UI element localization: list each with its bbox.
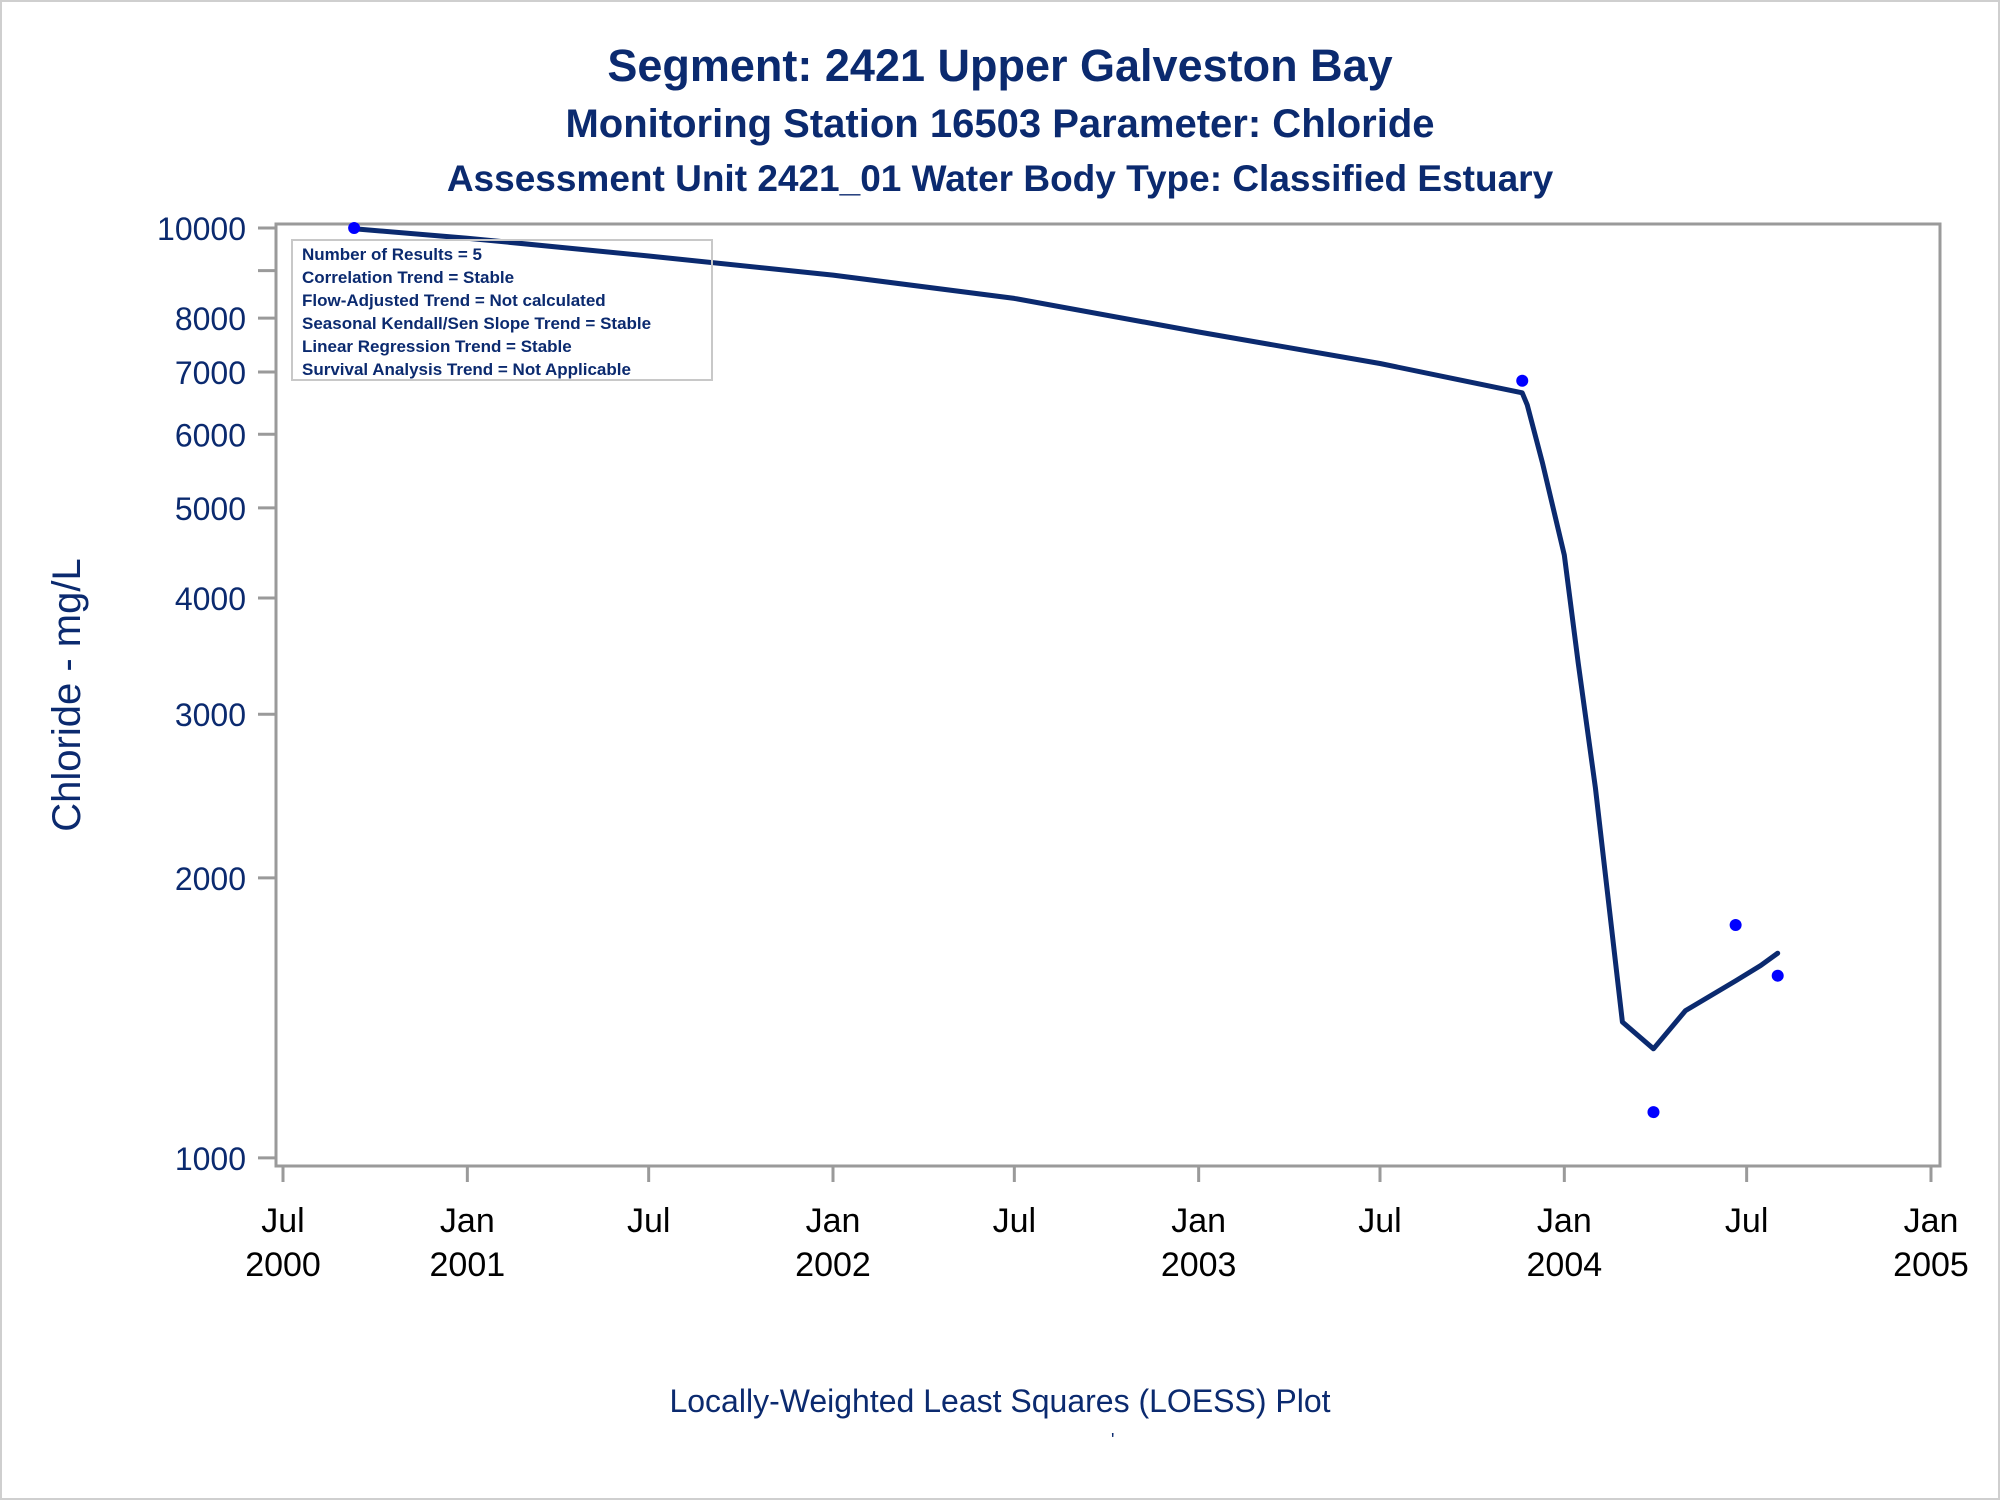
x-tick-label-month-3: Jan (806, 1202, 861, 1240)
data-point-4 (1771, 969, 1784, 982)
data-point-1 (1516, 374, 1529, 387)
x-tick-label-month-7: Jan (1537, 1202, 1592, 1240)
y-axis: 1000 2000 3000 4000 5000 6000 7000 8000 10000 (157, 211, 276, 1177)
x-tick-label-year-1: 2001 (430, 1246, 506, 1284)
y-tick-label-5000: 5000 (175, 491, 246, 527)
x-tick-label-month-5: Jan (1171, 1202, 1226, 1240)
plot-area (274, 222, 1942, 1168)
x-tick-label-year-3: 2002 (795, 1246, 871, 1284)
data-point-3 (1729, 918, 1742, 931)
data-point-0 (348, 222, 361, 235)
data-points (348, 222, 1784, 1119)
x-axis: Jul 2000 Jan 2001 Jul Jan 2002 Jul Jan 2003 Jul Jan… (245, 1166, 1969, 1284)
chart-subtitle-assessment: Assessment Unit 2421_01 Water Body Type:… (446, 158, 1554, 199)
loess-curve (351, 226, 1781, 1052)
y-axis-label: Chloride - mg/L (45, 558, 89, 831)
plot-footnote: Locally-Weighted Least Squares (LOESS) P… (669, 1383, 1331, 1419)
stats-line-3: Seasonal Kendall/Sen Slope Trend = Stabl… (302, 314, 651, 333)
stats-box-border (291, 239, 713, 381)
stats-line-2: Flow-Adjusted Trend = Not calculated (302, 291, 606, 310)
stats-line-1: Correlation Trend = Stable (302, 268, 514, 287)
x-tick-label-month-6: Jul (1358, 1202, 1401, 1240)
y-tick-label-6000: 6000 (175, 417, 246, 453)
stats-line-5: Survival Analysis Trend = Not Applicable (302, 360, 631, 379)
x-tick-label-month-4: Jul (993, 1202, 1036, 1240)
y-tick-label-2000: 2000 (175, 861, 246, 897)
chart-title: Segment: 2421 Upper Galveston Bay (607, 40, 1393, 91)
y-tick-label-4000: 4000 (175, 581, 246, 617)
footnote-mark: ' (1111, 1430, 1115, 1450)
trend-stats-box: Number of Results = 5 Correlation Trend =… (291, 239, 713, 381)
x-tick-label-month-2: Jul (627, 1202, 670, 1240)
x-tick-label-year-9: 2005 (1893, 1246, 1969, 1284)
y-tick-label-10000: 10000 (157, 211, 246, 247)
x-tick-label-month-0: Jul (261, 1202, 304, 1240)
y-tick-label-8000: 8000 (175, 301, 246, 337)
y-tick-label-7000: 7000 (175, 355, 246, 391)
x-tick-label-month-1: Jan (440, 1202, 495, 1240)
stats-line-4: Linear Regression Trend = Stable (302, 337, 572, 356)
x-tick-label-year-5: 2003 (1161, 1246, 1237, 1284)
data-point-2 (1647, 1106, 1660, 1119)
x-tick-label-year-7: 2004 (1527, 1246, 1603, 1284)
y-tick-label-3000: 3000 (175, 697, 246, 733)
x-tick-label-month-8: Jul (1725, 1202, 1768, 1240)
x-tick-label-month-9: Jan (1904, 1202, 1959, 1240)
x-tick-label-year-0: 2000 (245, 1246, 321, 1284)
chart-subtitle-station: Monitoring Station 16503 Parameter: Chlo… (565, 102, 1435, 146)
stats-line-0: Number of Results = 5 (302, 245, 482, 264)
y-tick-label-1000: 1000 (175, 1141, 246, 1177)
